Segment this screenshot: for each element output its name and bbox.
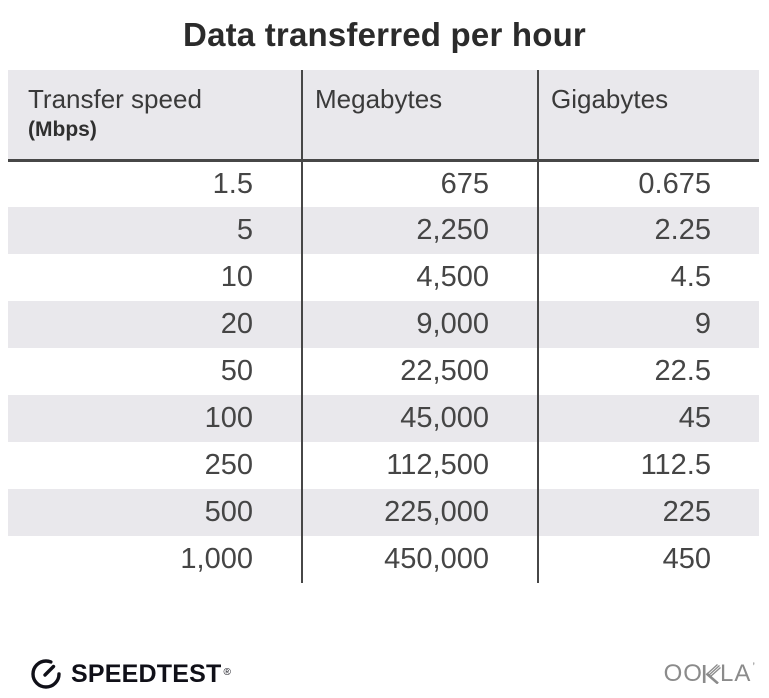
column-header-gigabytes: Gigabytes: [537, 70, 759, 162]
cell-megabytes: 112,500: [301, 442, 538, 489]
cell-speed: 1,000: [8, 536, 302, 583]
footer: SPEEDTEST ® OO LA ’: [0, 652, 769, 696]
column-header-transfer-speed: Transfer speed (Mbps): [8, 70, 302, 162]
table-row: 50 22,500 22.5: [8, 348, 759, 395]
cell-speed: 20: [8, 301, 302, 348]
cell-megabytes: 45,000: [301, 395, 538, 442]
cell-megabytes: 4,500: [301, 254, 538, 301]
cell-gigabytes: 225: [537, 489, 759, 536]
table-row: 250 112,500 112.5: [8, 442, 759, 489]
table-row: 10 4,500 4.5: [8, 254, 759, 301]
cell-speed: 10: [8, 254, 302, 301]
cell-speed: 500: [8, 489, 302, 536]
registered-trademark-mark: ®: [223, 666, 231, 678]
speedtest-logo: SPEEDTEST ®: [30, 658, 231, 690]
cell-speed: 100: [8, 395, 302, 442]
cell-megabytes: 2,250: [301, 207, 538, 254]
data-table: Transfer speed (Mbps) Megabytes Gigabyte…: [8, 70, 759, 583]
cell-speed: 50: [8, 348, 302, 395]
cell-gigabytes: 45: [537, 395, 759, 442]
speedtest-wordmark: SPEEDTEST: [71, 659, 222, 688]
cell-megabytes: 22,500: [301, 348, 538, 395]
cell-megabytes: 9,000: [301, 301, 538, 348]
cell-speed: 5: [8, 207, 302, 254]
cell-speed: 250: [8, 442, 302, 489]
cell-gigabytes: 9: [537, 301, 759, 348]
table-row: 5 2,250 2.25: [8, 207, 759, 254]
ookla-k-icon: [702, 664, 721, 684]
cell-megabytes: 225,000: [301, 489, 538, 536]
cell-megabytes: 450,000: [301, 536, 538, 583]
table-row: 500 225,000 225: [8, 489, 759, 536]
table-row: 20 9,000 9: [8, 301, 759, 348]
table-row: 1.5 675 0.675: [8, 160, 759, 207]
column-header-label: Transfer speed: [28, 84, 202, 114]
table-row: 100 45,000 45: [8, 395, 759, 442]
ookla-trademark-mark: ’: [752, 660, 756, 674]
cell-gigabytes: 0.675: [537, 160, 759, 207]
cell-gigabytes: 4.5: [537, 254, 759, 301]
cell-gigabytes: 2.25: [537, 207, 759, 254]
ookla-logo: OO LA ’: [664, 660, 755, 688]
table-row: 1,000 450,000 450: [8, 536, 759, 583]
header-row: Transfer speed (Mbps) Megabytes Gigabyte…: [8, 70, 759, 162]
page-title: Data transferred per hour: [183, 16, 586, 53]
ookla-wordmark-right: LA: [719, 660, 752, 687]
speedtest-gauge-icon: [30, 658, 62, 690]
cell-megabytes: 675: [301, 160, 538, 207]
cell-gigabytes: 22.5: [537, 348, 759, 395]
column-header-megabytes: Megabytes: [301, 70, 538, 162]
cell-speed: 1.5: [8, 160, 302, 207]
cell-gigabytes: 112.5: [537, 442, 759, 489]
ookla-wordmark-left: OO: [663, 660, 703, 687]
column-header-sublabel: (Mbps): [28, 118, 97, 141]
cell-gigabytes: 450: [537, 536, 759, 583]
